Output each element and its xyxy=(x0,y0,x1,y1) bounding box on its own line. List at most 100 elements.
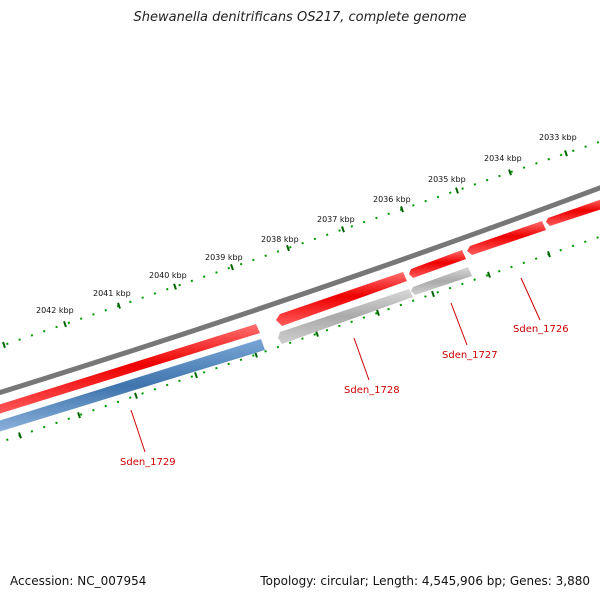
gene-label-sden-1726[interactable]: Sden_1726 xyxy=(513,324,569,335)
accession-text: Accession: NC_007954 xyxy=(10,574,147,588)
outer-ring-minor-tick xyxy=(510,170,514,174)
outer-tick-ring xyxy=(2,141,600,349)
genome-summary-text: Topology: circular; Length: 4,545,906 bp… xyxy=(260,574,590,588)
red-feature-arrow[interactable] xyxy=(276,272,407,326)
outer-ring-minor-tick xyxy=(92,313,95,316)
outer-ring-minor-tick xyxy=(178,283,181,287)
outer-ring-minor-tick xyxy=(375,216,378,220)
inner-ring-minor-tick xyxy=(264,350,267,353)
outer-ring-major-tick xyxy=(341,226,345,233)
outer-ring-minor-tick xyxy=(596,141,600,144)
gene-label-sden-1729[interactable]: Sden_1729 xyxy=(120,457,176,468)
red-feature-arrow[interactable] xyxy=(0,324,260,415)
sden-1726-arrow[interactable] xyxy=(467,221,546,255)
inner-ring-minor-tick xyxy=(251,354,255,357)
outer-ring-minor-tick xyxy=(116,304,120,308)
sden-1727-arrow[interactable] xyxy=(411,267,472,295)
outer-ring-major-tick xyxy=(63,320,67,328)
leader-line-sden-1727 xyxy=(450,302,468,346)
sden-1729-arrow[interactable] xyxy=(0,339,265,433)
gene-label-sden-1728[interactable]: Sden_1728 xyxy=(344,385,400,396)
red-feature-arrow[interactable] xyxy=(546,198,600,226)
outer-ring-minor-tick xyxy=(498,174,501,178)
outer-ring-major-tick xyxy=(400,206,404,213)
inner-ring-minor-tick xyxy=(153,387,157,391)
outer-ring-minor-tick xyxy=(485,178,489,182)
outer-ring-minor-tick xyxy=(227,267,231,270)
outer-ring-minor-tick xyxy=(215,271,218,274)
inner-ring-major-tick xyxy=(18,432,22,439)
gene-label-sden-1727[interactable]: Sden_1727 xyxy=(442,350,498,361)
sden-1728-arrow[interactable] xyxy=(278,289,413,344)
outer-ring-minor-tick xyxy=(6,342,9,346)
inner-ring-minor-tick xyxy=(79,413,83,416)
inner-ring-minor-tick xyxy=(67,417,71,420)
inner-ring-minor-tick xyxy=(92,409,95,412)
inner-ring-major-tick xyxy=(194,371,198,379)
inner-ring-minor-tick xyxy=(116,400,120,404)
outer-ring-minor-tick xyxy=(18,338,21,341)
inner-ring-minor-tick xyxy=(227,362,230,366)
inner-ring-minor-tick xyxy=(350,320,353,324)
inner-ring-minor-tick xyxy=(288,341,292,345)
leader-line-sden-1729 xyxy=(130,409,146,453)
inner-ring-major-tick xyxy=(431,290,435,298)
inner-ring-major-tick xyxy=(376,309,380,316)
reverse-strand-features xyxy=(0,198,600,415)
inner-ring-minor-tick xyxy=(276,345,280,349)
outer-ring-minor-tick xyxy=(79,317,83,320)
outer-ring-minor-tick xyxy=(412,204,415,207)
inner-ring-minor-tick xyxy=(215,366,218,370)
outer-ring-minor-tick xyxy=(67,321,71,325)
outer-ring-minor-tick xyxy=(313,237,317,241)
outer-ring-minor-tick xyxy=(448,191,452,195)
inner-ring-minor-tick xyxy=(301,337,304,340)
outer-ring-minor-tick xyxy=(301,241,304,245)
inner-ring-minor-tick xyxy=(338,324,341,328)
inner-ring-minor-tick xyxy=(461,282,464,286)
outer-ring-minor-tick xyxy=(522,166,526,169)
inner-ring-minor-tick xyxy=(178,379,181,383)
outer-ring-minor-tick xyxy=(239,262,243,266)
tick-label: 2041 kbp xyxy=(93,289,131,298)
outer-ring-major-tick xyxy=(564,150,568,157)
outer-ring-minor-tick xyxy=(276,250,280,253)
inner-ring-minor-tick xyxy=(424,295,427,298)
inner-ring-minor-tick xyxy=(202,371,206,374)
inner-ring-minor-tick xyxy=(510,265,513,269)
outer-ring-major-tick xyxy=(286,244,290,252)
outer-ring-minor-tick xyxy=(129,300,132,304)
outer-ring-minor-tick xyxy=(289,246,292,249)
red-feature-arrow[interactable] xyxy=(409,250,466,278)
outer-ring-minor-tick xyxy=(190,279,194,283)
gene-leader-lines xyxy=(130,277,541,453)
inner-ring-major-tick xyxy=(134,392,138,399)
inner-ring-minor-tick xyxy=(165,383,169,387)
inner-ring-minor-tick xyxy=(313,333,317,336)
outer-ring-minor-tick xyxy=(55,325,58,329)
tick-label: 2034 kbp xyxy=(484,154,522,163)
outer-ring-minor-tick xyxy=(535,162,538,165)
tick-label: 2033 kbp xyxy=(539,133,577,142)
inner-ring-minor-tick xyxy=(571,244,575,248)
forward-strand-features xyxy=(0,267,472,433)
inner-ring-major-tick xyxy=(547,251,551,258)
inner-ring-minor-tick xyxy=(497,269,501,273)
inner-ring-minor-tick xyxy=(522,261,526,265)
inner-ring-minor-tick xyxy=(362,316,366,319)
outer-ring-minor-tick xyxy=(572,149,575,153)
outer-ring-minor-tick xyxy=(362,220,366,224)
tick-label: 2038 kbp xyxy=(261,235,299,244)
inner-ring-minor-tick xyxy=(534,257,538,260)
outer-ring-minor-tick xyxy=(584,145,587,148)
tick-label: 2035 kbp xyxy=(428,175,466,184)
inner-ring-minor-tick xyxy=(141,392,144,395)
tick-label: 2037 kbp xyxy=(317,215,355,224)
tick-labels: 2042 kbp 2041 kbp 2040 kbp 2039 kbp 2038 kbp… xyxy=(36,133,577,315)
inner-tick-ring xyxy=(6,236,599,442)
inner-ring-minor-tick xyxy=(325,328,329,332)
outer-ring-major-tick xyxy=(230,264,234,271)
inner-ring-minor-tick xyxy=(42,425,46,429)
outer-ring-minor-tick xyxy=(350,225,354,228)
